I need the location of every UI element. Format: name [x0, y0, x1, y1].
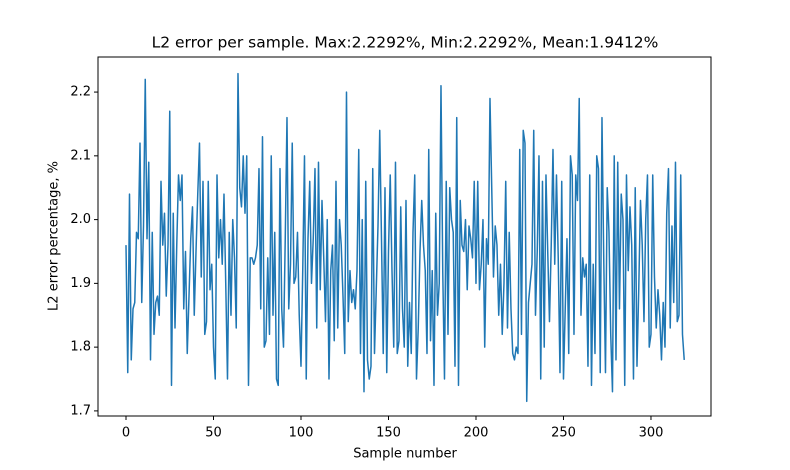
- y-tick-label: 2.1: [70, 148, 91, 163]
- y-axis-label: L2 error percentage, %: [47, 161, 62, 311]
- y-tick-label: 1.9: [70, 276, 91, 291]
- x-tick-label: 50: [205, 426, 222, 441]
- x-tick-label: 100: [289, 426, 314, 441]
- x-axis-label: Sample number: [353, 447, 457, 462]
- data-line: [125, 72, 685, 403]
- x-tick-label: 250: [551, 426, 576, 441]
- y-tick-label: 2.0: [70, 212, 91, 227]
- x-tick-label: 150: [376, 426, 401, 441]
- y-tick-label: 1.8: [70, 340, 91, 355]
- y-tick-label: 1.7: [70, 403, 91, 418]
- y-tick-label: 2.2: [70, 85, 91, 100]
- chart-title: L2 error per sample. Max:2.2292%, Min:2.…: [152, 34, 659, 52]
- x-tick-label: 300: [639, 426, 664, 441]
- x-tick-label: 0: [122, 426, 130, 441]
- x-tick-label: 200: [464, 426, 489, 441]
- plot-frame: [97, 56, 712, 417]
